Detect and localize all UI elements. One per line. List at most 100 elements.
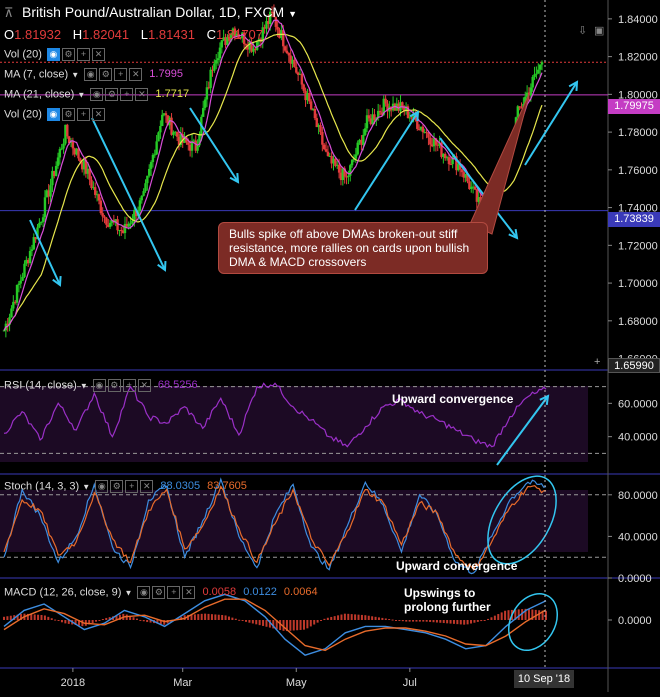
chevron-down-icon[interactable]: ▼ bbox=[288, 9, 298, 19]
candle-body bbox=[43, 197, 47, 218]
macd-histogram-bar bbox=[258, 620, 261, 626]
candle-body bbox=[274, 17, 277, 27]
gear-icon[interactable]: ⚙ bbox=[61, 108, 75, 121]
close-icon[interactable]: ✕ bbox=[91, 108, 105, 121]
candle-body bbox=[276, 26, 279, 30]
macd-histogram-bar bbox=[347, 613, 350, 620]
candle-body bbox=[192, 140, 196, 142]
eye-icon[interactable]: ◉ bbox=[92, 379, 106, 392]
candle-body bbox=[77, 148, 80, 159]
macd-legend[interactable]: MACD (12, 26, close, 9) ▼ ◉ ⚙ + ✕ 0.0058 0.… bbox=[4, 586, 318, 599]
macd-histogram-bar bbox=[313, 620, 316, 625]
macd-histogram-bar bbox=[449, 620, 452, 624]
macd-histogram-bar bbox=[200, 613, 203, 620]
close-icon[interactable]: ✕ bbox=[91, 48, 105, 61]
plus-icon[interactable]: + bbox=[125, 480, 139, 493]
gear-icon[interactable]: ⚙ bbox=[61, 48, 75, 61]
gear-icon[interactable]: ⚙ bbox=[107, 379, 121, 392]
eye-icon[interactable]: ◉ bbox=[137, 586, 151, 599]
plus-icon[interactable]: + bbox=[114, 68, 128, 81]
gear-icon[interactable]: ⚙ bbox=[152, 586, 166, 599]
macd-signal-line bbox=[3, 598, 547, 652]
candle-body bbox=[58, 149, 62, 158]
candle-body bbox=[445, 157, 449, 159]
candle-body bbox=[133, 209, 136, 221]
candle-body bbox=[67, 136, 71, 144]
close-icon[interactable]: ✕ bbox=[137, 379, 151, 392]
eye-icon[interactable]: ◉ bbox=[46, 108, 60, 121]
gear-icon[interactable]: ⚙ bbox=[99, 68, 113, 81]
macd-histogram-bar bbox=[245, 620, 248, 622]
candle-body bbox=[347, 175, 350, 177]
plus-icon[interactable]: + bbox=[120, 88, 134, 101]
candle-body bbox=[196, 145, 199, 151]
macd-histogram-bar bbox=[497, 614, 500, 620]
candle-body bbox=[224, 37, 227, 45]
scroll-down-icon[interactable]: ⇩ bbox=[578, 25, 588, 37]
stoch-k-line bbox=[3, 477, 547, 575]
macd-histogram-bar bbox=[6, 616, 9, 620]
candle-body bbox=[417, 128, 421, 130]
trend-arrow-head bbox=[229, 172, 240, 184]
macd-histogram-bar bbox=[384, 618, 387, 620]
macd-histogram-bar bbox=[388, 619, 391, 621]
plus-icon[interactable]: + bbox=[76, 108, 90, 121]
stoch-highlight-ellipse bbox=[487, 475, 557, 565]
add-pane-icon[interactable]: + bbox=[594, 356, 601, 368]
candle-body bbox=[354, 154, 358, 159]
vol-top-legend[interactable]: Vol (20) ◉ ⚙ + ✕ bbox=[4, 48, 105, 61]
candle-body bbox=[159, 126, 162, 133]
close-icon[interactable]: ✕ bbox=[182, 586, 196, 599]
gear-icon[interactable]: ⚙ bbox=[110, 480, 124, 493]
macd-histogram-bar bbox=[487, 618, 490, 620]
trend-arrow bbox=[29, 219, 62, 287]
macd-histogram-bar bbox=[159, 620, 162, 625]
candle-body bbox=[151, 154, 155, 163]
candle-body bbox=[246, 45, 250, 50]
candle-body bbox=[300, 74, 304, 85]
close-icon[interactable]: ✕ bbox=[135, 88, 149, 101]
candle-body bbox=[270, 11, 274, 13]
candle-body bbox=[125, 223, 129, 227]
trend-arrow-head bbox=[508, 228, 519, 240]
macd-histogram-bar bbox=[43, 615, 46, 620]
macd-histogram-bar bbox=[521, 609, 524, 620]
rsi-trend-arrow-shaft bbox=[496, 395, 549, 466]
candle-body bbox=[23, 263, 26, 277]
gear-icon[interactable]: ⚙ bbox=[105, 88, 119, 101]
eye-icon[interactable]: ◉ bbox=[84, 68, 98, 81]
plus-icon[interactable]: + bbox=[122, 379, 136, 392]
close-icon[interactable]: ✕ bbox=[140, 480, 154, 493]
close-icon[interactable]: ✕ bbox=[129, 68, 143, 81]
macd-histogram-bar bbox=[207, 613, 210, 620]
plus-icon[interactable]: + bbox=[76, 48, 90, 61]
chart-title: British Pound/Australian Dollar, 1D, FXC… bbox=[22, 4, 298, 20]
macd-histogram-bar bbox=[415, 620, 418, 622]
macd-histogram-bar bbox=[466, 620, 469, 625]
candle-body bbox=[324, 149, 328, 152]
collapse-icon[interactable]: ⊼ bbox=[4, 5, 14, 20]
osc-axis-label: 40.0000 bbox=[618, 531, 658, 543]
rsi-legend[interactable]: RSI (14, close) ▼ ◉ ⚙ + ✕ 68.5256 bbox=[4, 379, 198, 392]
candle-body bbox=[205, 87, 209, 100]
ma7-legend[interactable]: MA (7, close) ▼ ◉ ⚙ + ✕ 1.7995 bbox=[4, 68, 183, 81]
candle-body bbox=[114, 219, 117, 223]
candle-body bbox=[339, 172, 343, 181]
macd-histogram-bar bbox=[374, 616, 377, 620]
eye-icon[interactable]: ◉ bbox=[90, 88, 104, 101]
plus-icon[interactable]: + bbox=[167, 586, 181, 599]
candle-body bbox=[321, 131, 324, 145]
candle-body bbox=[376, 110, 380, 118]
maximize-icon[interactable]: ▣ bbox=[594, 25, 605, 37]
eye-icon[interactable]: ◉ bbox=[95, 480, 109, 493]
macd-histogram-bar bbox=[309, 620, 312, 627]
macd-histogram-bar bbox=[490, 617, 493, 620]
stoch-legend[interactable]: Stoch (14, 3, 3) ▼ ◉ ⚙ + ✕ 88.0305 83.7605 bbox=[4, 480, 247, 493]
candle-body bbox=[13, 301, 17, 303]
macd-histogram-bar bbox=[360, 614, 363, 620]
eye-icon[interactable]: ◉ bbox=[46, 48, 60, 61]
candle-body bbox=[252, 48, 255, 52]
candle-body bbox=[524, 96, 527, 104]
vol-second-legend[interactable]: Vol (20) ◉ ⚙ + ✕ bbox=[4, 108, 105, 121]
ma21-legend[interactable]: MA (21, close) ▼ ◉ ⚙ + ✕ 1.7717 bbox=[4, 88, 190, 101]
